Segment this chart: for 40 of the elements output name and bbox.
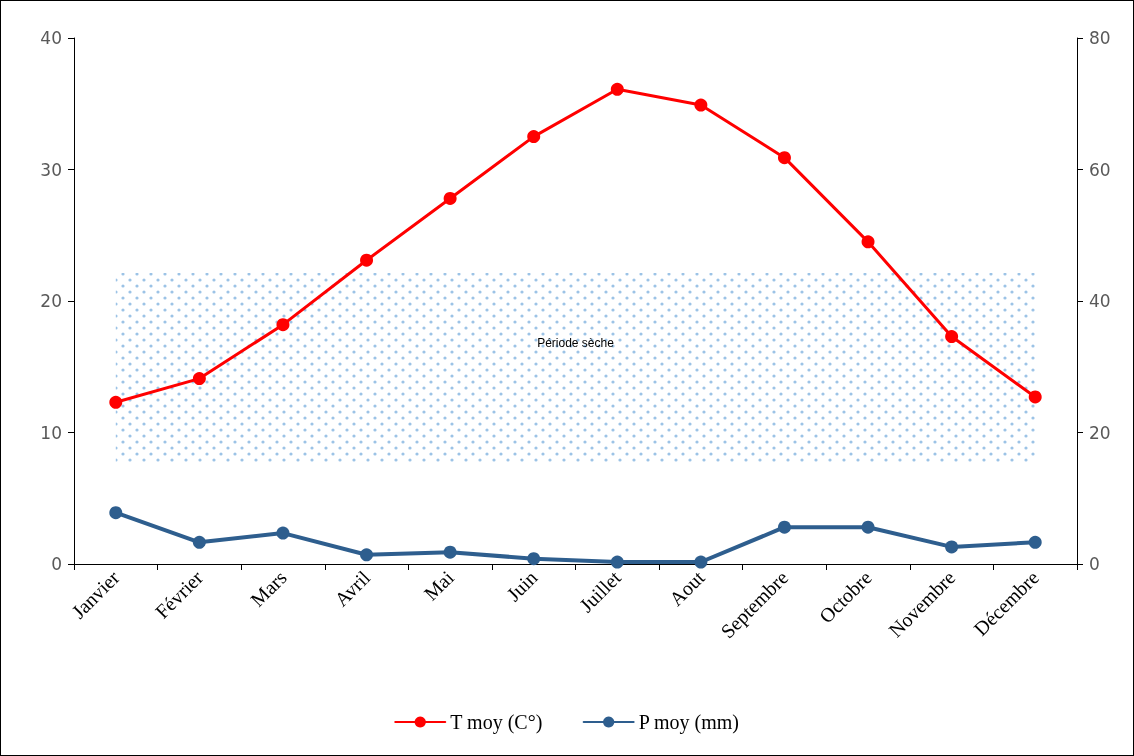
point: [360, 253, 374, 267]
point: [443, 191, 457, 205]
point: [443, 545, 457, 559]
point: [610, 82, 624, 96]
point: [109, 395, 123, 409]
point: [192, 535, 206, 549]
point: [610, 555, 624, 569]
x-tick-label: Mai: [419, 565, 459, 605]
point: [276, 318, 290, 332]
point: [276, 526, 290, 540]
y2-tick-label: 40: [1089, 291, 1111, 311]
point: [1028, 535, 1042, 549]
x-tick-label: Juin: [502, 566, 542, 606]
legend-label: T moy (C°): [450, 711, 543, 734]
point: [192, 372, 206, 386]
x-tick-label: Aout: [664, 565, 709, 611]
y2-tick-label: 80: [1089, 28, 1111, 48]
point: [777, 151, 791, 165]
point: [694, 98, 708, 112]
y-tick-label: 0: [51, 554, 62, 574]
point: [1028, 390, 1042, 404]
band-label: Période sèche: [537, 336, 615, 350]
y2-tick-label: 0: [1089, 554, 1100, 574]
point: [945, 540, 959, 554]
point: [861, 235, 875, 249]
y-tick-label: 30: [40, 159, 62, 180]
point: [360, 548, 374, 562]
y-tick-label: 40: [40, 28, 62, 48]
point: [777, 520, 791, 534]
y-tick-label: 10: [40, 422, 62, 443]
point: [694, 555, 708, 569]
y2-tick-label: 60: [1089, 159, 1111, 180]
legend-label: P moy (mm): [638, 711, 740, 734]
point: [527, 552, 541, 566]
y2-tick-label: 20: [1089, 422, 1111, 443]
point: [861, 520, 875, 534]
point: [527, 130, 541, 144]
point: [109, 506, 123, 520]
point: [945, 330, 959, 343]
y-tick-label: 20: [40, 291, 62, 311]
